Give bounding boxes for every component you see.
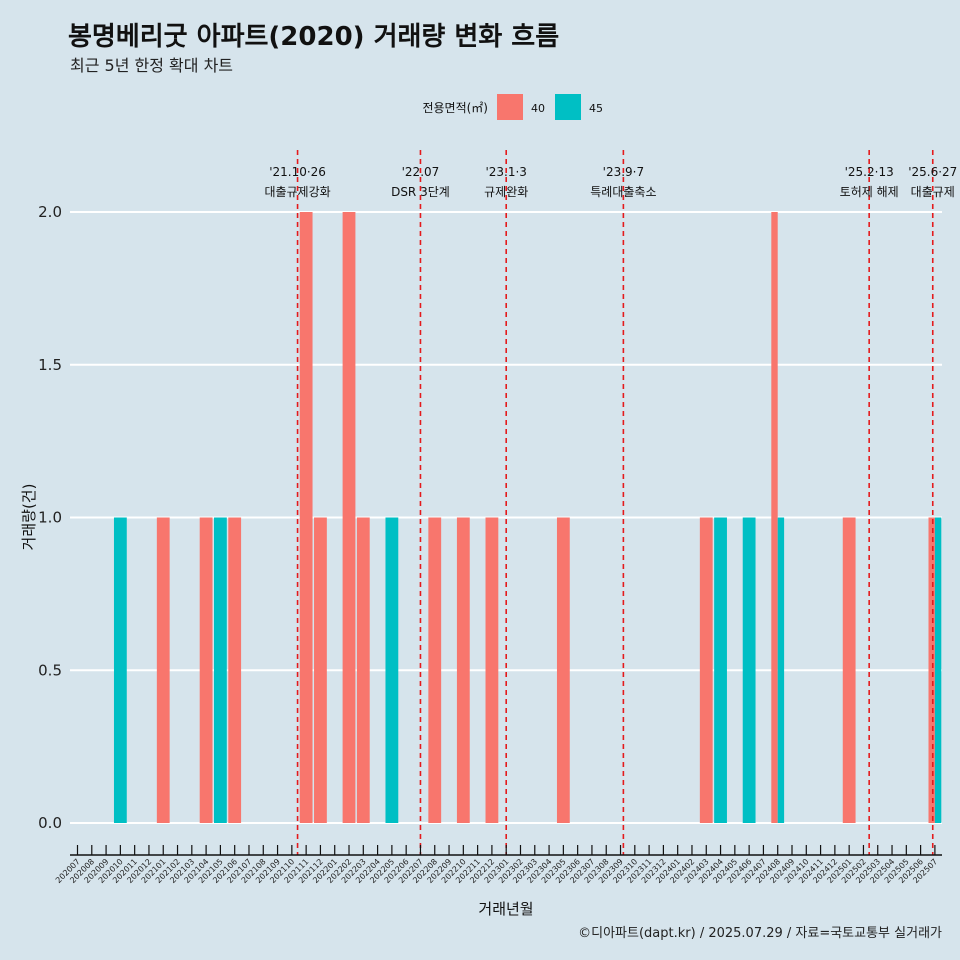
event-date: '21.10·26 xyxy=(269,165,326,179)
bar-45-202205 xyxy=(385,517,399,823)
chart-title: 봉명베리굿 아파트(2020) 거래량 변화 흐름 xyxy=(68,22,560,52)
event-date: '23.1·3 xyxy=(485,165,526,179)
bar-40-202203 xyxy=(356,517,370,823)
event-date: '23.9·7 xyxy=(603,165,644,179)
event-markers: '21.10·26 대출규제강화 '22.07 DSR 3단계 '23.1·3 규제완화 '… xyxy=(264,150,957,855)
event-label: 특례대출축소 xyxy=(590,185,656,199)
event-label: 규제완화 xyxy=(484,185,528,199)
bar-40-202210 xyxy=(456,517,470,823)
bar-40-202101 xyxy=(156,517,170,823)
y-tick-label: 0.0 xyxy=(38,814,62,832)
bar-40-202208 xyxy=(428,517,442,823)
bar-40-202112 xyxy=(314,517,327,823)
legend-title: 전용면적(㎡) xyxy=(422,101,488,115)
x-axis: 2020072020082020092020102020112020122021… xyxy=(54,845,942,885)
bars xyxy=(113,212,942,823)
y-tick-label: 0.5 xyxy=(38,661,62,679)
legend-swatch-40 xyxy=(497,94,523,120)
bar-40-202305 xyxy=(556,517,570,823)
legend-label-45: 45 xyxy=(589,102,603,115)
event-date: '25.6·27 xyxy=(908,165,957,179)
event-label: DSR 3단계 xyxy=(391,185,450,199)
bar-40-202202 xyxy=(342,212,356,823)
bar-40-202104 xyxy=(199,517,213,823)
bar-45-202406 xyxy=(742,517,756,823)
y-tick-label: 2.0 xyxy=(38,203,62,221)
bar-40-202403 xyxy=(699,517,713,823)
event-label: 대출규제강화 xyxy=(264,185,330,199)
legend-swatch-45 xyxy=(555,94,581,120)
bar-45-202507 xyxy=(934,517,942,823)
bar-40-202501 xyxy=(842,517,856,823)
y-axis-label: 거래량(건) xyxy=(20,484,38,551)
y-axis: 0.0 0.5 1.0 1.5 2.0 xyxy=(38,203,62,832)
x-axis-label: 거래년월 xyxy=(478,900,533,918)
bar-45-202404 xyxy=(714,517,727,823)
y-tick-label: 1.0 xyxy=(38,509,62,527)
bar-45-202010 xyxy=(113,517,127,823)
legend-label-40: 40 xyxy=(531,102,545,115)
y-tick-label: 1.5 xyxy=(38,356,62,374)
bar-45-202408 xyxy=(777,517,785,823)
legend: 전용면적(㎡) 40 45 xyxy=(422,94,603,120)
bar-40-202212 xyxy=(485,517,499,823)
bar-40-202111 xyxy=(299,212,313,823)
bar-45-202105 xyxy=(214,517,227,823)
bar-40-202408 xyxy=(771,212,778,823)
event-label: 대출규제 xyxy=(911,185,955,199)
chart-subtitle: 최근 5년 한정 확대 차트 xyxy=(70,56,234,75)
event-label: 토허제 해제 xyxy=(840,185,899,199)
event-date: '22.07 xyxy=(402,165,440,179)
bar-40-202106 xyxy=(228,517,242,823)
bar-40-202507 xyxy=(928,517,935,823)
source-caption: ©디아파트(dapt.kr) / 2025.07.29 / 자료=국토교통부 실… xyxy=(578,926,942,941)
event-date: '25.2·13 xyxy=(845,165,894,179)
